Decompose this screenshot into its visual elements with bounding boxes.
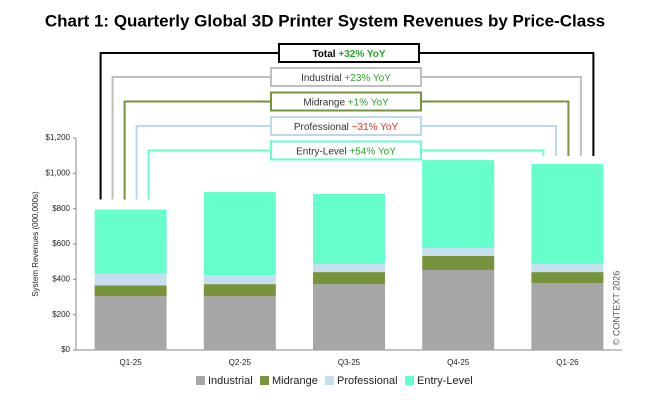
chart-title: Chart 1: Quarterly Global 3D Printer Sys… (45, 11, 605, 30)
bar-segment (203, 192, 276, 276)
annotation-label: Total (312, 49, 335, 60)
bracket (419, 52, 595, 156)
annotation-label: Entry-Level (296, 146, 347, 157)
bar-segment (313, 272, 385, 285)
annotation-label: Industrial (301, 73, 342, 84)
bar-segment (531, 163, 604, 265)
y-axis-label: System Revenues (000,000s) (31, 191, 40, 297)
annotation-text: Midrange +1% YoY (303, 97, 389, 108)
bar-segment (313, 194, 385, 264)
y-tick-label: $1,200 (46, 133, 71, 142)
y-tick-label: $800 (52, 204, 70, 213)
legend-label: Entry-Level (417, 375, 473, 387)
bracket (123, 100, 271, 200)
annotation-text: Professional −31% YoY (294, 122, 399, 133)
bar-segment (422, 256, 495, 270)
x-tick-label: Q4-25 (447, 358, 470, 367)
bracket (421, 76, 582, 156)
bracket (421, 149, 545, 156)
legend-label: Professional (337, 375, 398, 387)
x-tick-label: Q3-25 (338, 358, 361, 367)
annotation-change: −31% YoY (352, 122, 399, 133)
bar-segment (531, 264, 604, 273)
y-tick-label: $1,000 (46, 168, 71, 177)
bar-segment (313, 284, 385, 350)
annotation-text: Total +32% YoY (312, 49, 385, 60)
annotation-label: Professional (294, 122, 349, 133)
y-tick-label: $400 (52, 274, 70, 283)
bar-segment (94, 273, 167, 286)
annotation-box (270, 91, 422, 112)
annotation-text: Industrial +23% YoY (301, 73, 391, 84)
bracket (111, 76, 271, 200)
annotation-text: Entry-Level +54% YoY (296, 146, 396, 157)
x-tick-label: Q2-25 (229, 358, 252, 367)
bar-segment (203, 284, 276, 297)
bar-segment (313, 263, 385, 273)
legend-label: Midrange (272, 375, 318, 387)
annotation-box (278, 43, 420, 63)
bar-segment (94, 296, 167, 350)
annotation-box (270, 116, 422, 136)
bracket (421, 125, 557, 156)
y-tick-label: $0 (61, 345, 70, 354)
bar-segment (422, 160, 495, 249)
copyright: © CONTEXT 2026 (611, 271, 621, 346)
x-tick-label: Q1-26 (556, 358, 579, 367)
bar-segment (531, 283, 604, 350)
legend-swatch (405, 376, 414, 385)
annotation-change: +32% YoY (338, 49, 385, 60)
annotation-box (270, 140, 422, 161)
annotation-change: +1% YoY (348, 97, 389, 108)
legend-swatch (325, 376, 334, 385)
annotation-box (270, 67, 422, 87)
bracket (99, 52, 279, 200)
bar-segment (203, 296, 276, 350)
bar-segment (203, 275, 276, 285)
bar-segment (422, 248, 495, 257)
annotation-change: +54% YoY (349, 146, 396, 157)
bar-segment (422, 269, 495, 350)
bar-segment (94, 285, 167, 297)
legend-swatch (196, 376, 205, 385)
y-tick-label: $200 (52, 310, 70, 319)
y-tick-label: $600 (52, 239, 70, 248)
legend-swatch (260, 376, 269, 385)
bracket (147, 149, 271, 200)
bar-segment (94, 209, 167, 274)
bar-segment (531, 272, 604, 284)
legend-label: Industrial (208, 375, 253, 387)
x-tick-label: Q1-25 (119, 358, 142, 367)
annotation-change: +23% YoY (344, 73, 391, 84)
bracket (421, 100, 570, 156)
annotation-label: Midrange (303, 97, 345, 108)
bracket (135, 125, 271, 200)
